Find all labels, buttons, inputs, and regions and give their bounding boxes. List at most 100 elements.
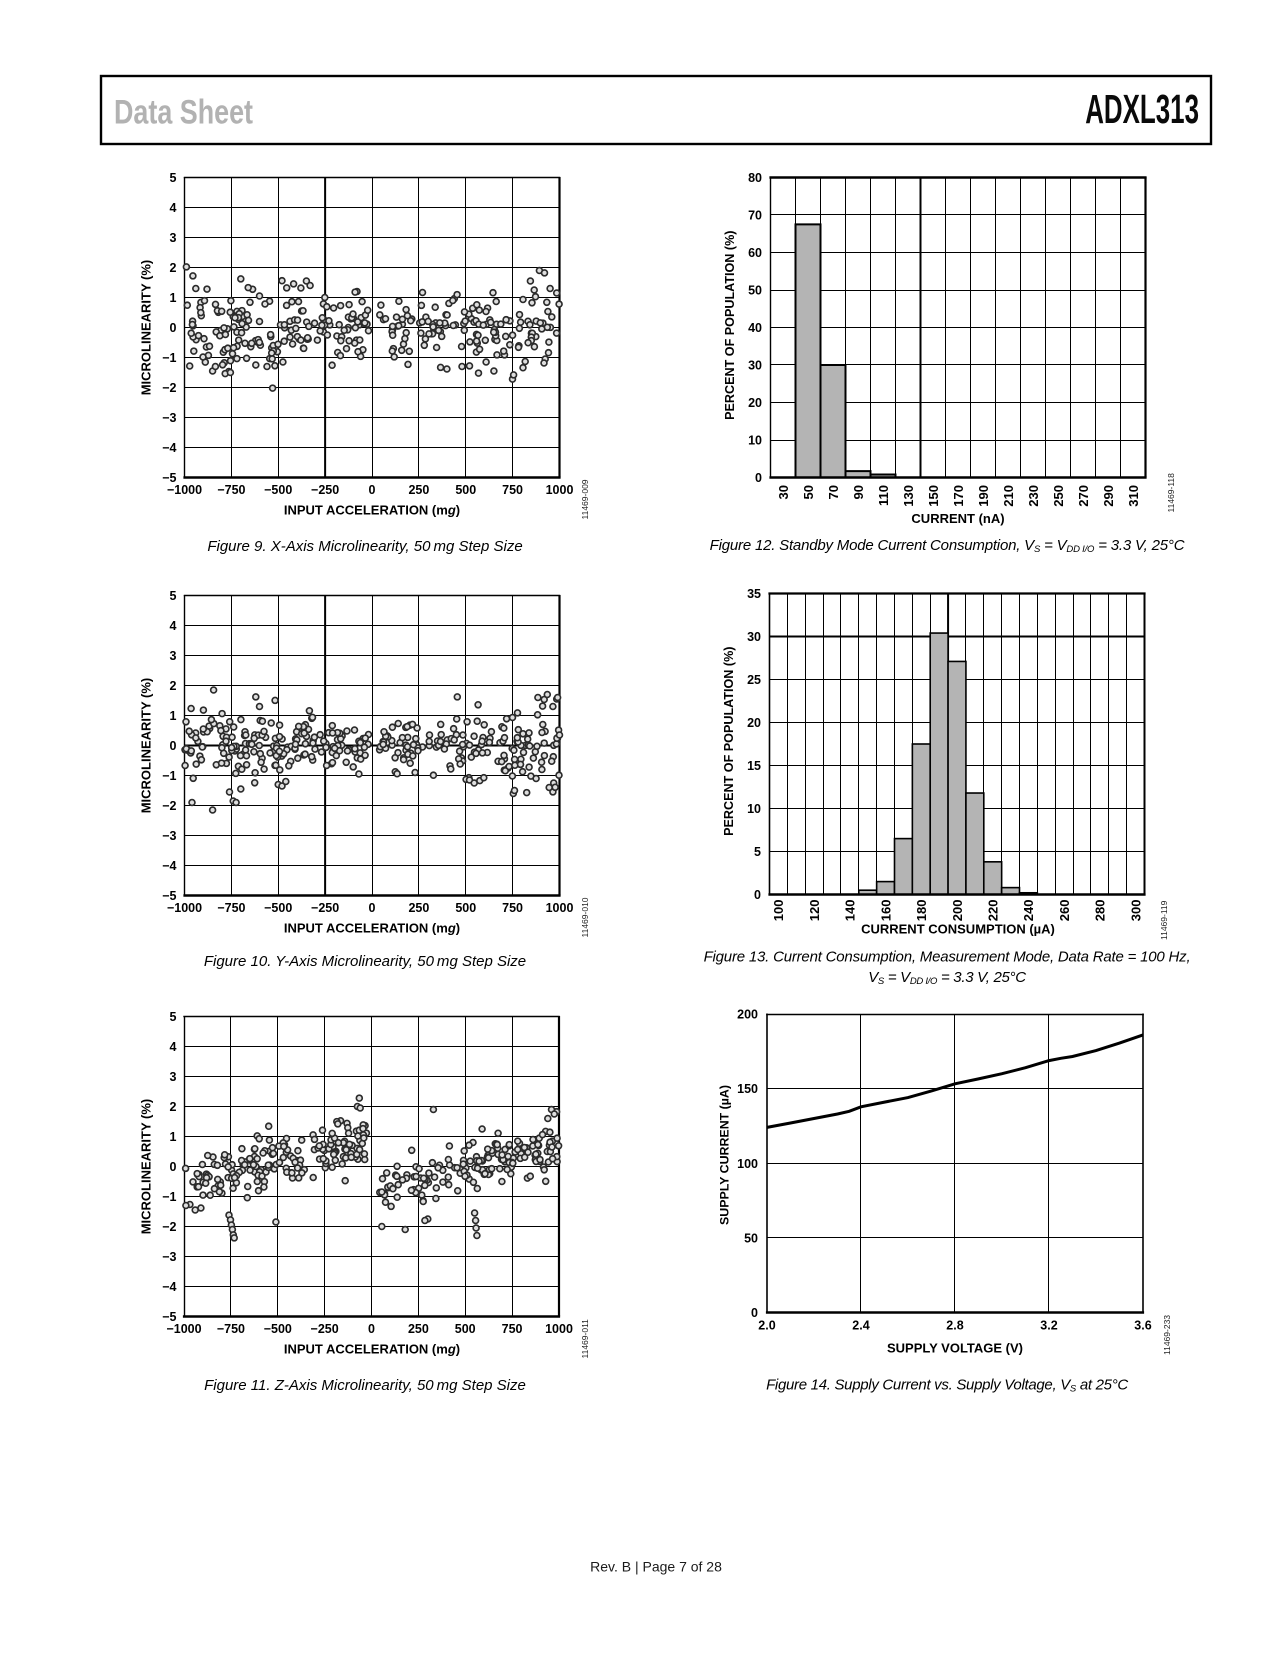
- svg-text:Figure 13. Current Consumption: Figure 13. Current Consumption, Measurem…: [704, 949, 1191, 966]
- svg-text:−750: −750: [217, 1322, 245, 1336]
- svg-text:10: 10: [747, 802, 761, 816]
- svg-text:Data Sheet: Data Sheet: [114, 92, 253, 131]
- svg-text:−1: −1: [162, 1190, 176, 1204]
- svg-text:3: 3: [170, 649, 177, 663]
- svg-text:−750: −750: [217, 483, 245, 497]
- svg-text:−4: −4: [162, 441, 176, 455]
- svg-text:120: 120: [807, 900, 822, 922]
- svg-text:−2: −2: [162, 381, 176, 395]
- svg-text:−250: −250: [311, 483, 339, 497]
- svg-text:20: 20: [747, 716, 761, 730]
- svg-text:−1000: −1000: [167, 483, 202, 497]
- svg-text:1000: 1000: [546, 901, 574, 915]
- svg-text:4: 4: [170, 1040, 177, 1054]
- svg-text:70: 70: [748, 209, 762, 223]
- svg-text:140: 140: [843, 900, 858, 922]
- svg-text:1000: 1000: [546, 483, 574, 497]
- svg-text:−5: −5: [162, 1310, 176, 1324]
- svg-text:0: 0: [751, 1306, 758, 1320]
- svg-text:160: 160: [878, 900, 893, 922]
- svg-text:200: 200: [950, 900, 965, 922]
- svg-text:300: 300: [1128, 900, 1143, 922]
- svg-text:290: 290: [1101, 485, 1116, 507]
- svg-text:INPUT ACCELERATION (mg): INPUT ACCELERATION (mg): [284, 503, 460, 518]
- svg-text:MICROLINEARITY (%): MICROLINEARITY (%): [139, 260, 154, 396]
- svg-text:−2: −2: [162, 1220, 176, 1234]
- svg-text:−1000: −1000: [166, 1322, 201, 1336]
- svg-text:CURRENT (nA): CURRENT (nA): [911, 511, 1004, 526]
- svg-text:MICROLINEARITY (%): MICROLINEARITY (%): [139, 678, 154, 814]
- svg-text:−500: −500: [264, 1322, 292, 1336]
- svg-text:11469-233: 11469-233: [1162, 1315, 1172, 1355]
- svg-text:150: 150: [926, 485, 941, 507]
- svg-text:PERCENT OF POPULATION (%): PERCENT OF POPULATION (%): [722, 647, 736, 836]
- svg-text:1: 1: [170, 709, 177, 723]
- svg-text:3: 3: [170, 231, 177, 245]
- svg-text:0: 0: [170, 1160, 177, 1174]
- svg-text:−3: −3: [162, 1250, 176, 1264]
- svg-text:0: 0: [170, 321, 177, 335]
- svg-text:−5: −5: [162, 471, 176, 485]
- svg-text:250: 250: [408, 901, 429, 915]
- svg-text:Figure 9. X-Axis Microlinearit: Figure 9. X-Axis Microlinearity, 50 mg S…: [207, 538, 522, 555]
- svg-text:−1: −1: [162, 769, 176, 783]
- svg-text:500: 500: [455, 901, 476, 915]
- svg-text:−4: −4: [162, 1280, 176, 1294]
- svg-text:250: 250: [408, 483, 429, 497]
- svg-text:250: 250: [408, 1322, 429, 1336]
- svg-text:MICROLINEARITY (%): MICROLINEARITY (%): [139, 1099, 154, 1235]
- svg-text:−3: −3: [162, 829, 176, 843]
- svg-text:0: 0: [368, 1322, 375, 1336]
- svg-text:−500: −500: [264, 483, 292, 497]
- svg-text:310: 310: [1126, 485, 1141, 507]
- svg-text:11469-011: 11469-011: [580, 1319, 590, 1359]
- svg-text:210: 210: [1001, 485, 1016, 507]
- svg-text:−250: −250: [311, 901, 339, 915]
- svg-text:1: 1: [170, 291, 177, 305]
- svg-text:PERCENT OF POPULATION (%): PERCENT OF POPULATION (%): [723, 231, 737, 420]
- svg-text:SUPPLY VOLTAGE (V): SUPPLY VOLTAGE (V): [887, 1341, 1023, 1356]
- svg-text:SUPPLY CURRENT (µA): SUPPLY CURRENT (µA): [718, 1085, 732, 1225]
- svg-text:2.8: 2.8: [946, 1319, 963, 1333]
- svg-text:0: 0: [170, 739, 177, 753]
- svg-text:Rev. B | Page 7 of 28: Rev. B | Page 7 of 28: [590, 1559, 722, 1575]
- svg-text:−250: −250: [311, 1322, 339, 1336]
- svg-text:2: 2: [170, 679, 177, 693]
- svg-text:3: 3: [170, 1070, 177, 1084]
- svg-text:5: 5: [170, 171, 177, 185]
- svg-text:70: 70: [826, 485, 841, 499]
- svg-text:Figure 14. Supply Current vs.: Figure 14. Supply Current vs. Supply Vol…: [766, 1377, 1128, 1395]
- svg-text:500: 500: [455, 1322, 476, 1336]
- svg-text:4: 4: [170, 201, 177, 215]
- svg-text:40: 40: [748, 321, 762, 335]
- svg-text:11469-118: 11469-118: [1166, 473, 1176, 513]
- svg-text:2: 2: [170, 1100, 177, 1114]
- svg-text:Figure 12. Standby Mode Curren: Figure 12. Standby Mode Current Consumpt…: [710, 537, 1185, 555]
- svg-text:190: 190: [976, 485, 991, 507]
- svg-text:170: 170: [951, 485, 966, 507]
- svg-text:750: 750: [502, 1322, 523, 1336]
- svg-text:230: 230: [1026, 485, 1041, 507]
- svg-text:−750: −750: [217, 901, 245, 915]
- svg-text:11469-009: 11469-009: [580, 479, 590, 519]
- svg-text:100: 100: [771, 900, 786, 922]
- svg-text:750: 750: [502, 901, 523, 915]
- svg-text:25: 25: [747, 673, 761, 687]
- svg-text:500: 500: [455, 483, 476, 497]
- svg-text:5: 5: [170, 589, 177, 603]
- svg-text:−1: −1: [162, 351, 176, 365]
- svg-text:1000: 1000: [545, 1322, 573, 1336]
- svg-text:10: 10: [748, 434, 762, 448]
- svg-text:0: 0: [755, 471, 762, 485]
- svg-text:20: 20: [748, 396, 762, 410]
- svg-text:50: 50: [744, 1232, 758, 1246]
- svg-text:5: 5: [754, 845, 761, 859]
- svg-text:1: 1: [170, 1130, 177, 1144]
- svg-text:130: 130: [901, 485, 916, 507]
- svg-text:ADXL313: ADXL313: [1085, 87, 1199, 132]
- svg-text:260: 260: [1057, 900, 1072, 922]
- svg-text:−4: −4: [162, 859, 176, 873]
- svg-text:INPUT ACCELERATION (mg): INPUT ACCELERATION (mg): [284, 921, 460, 936]
- svg-text:3.2: 3.2: [1040, 1319, 1057, 1333]
- svg-text:INPUT ACCELERATION (mg): INPUT ACCELERATION (mg): [284, 1342, 460, 1357]
